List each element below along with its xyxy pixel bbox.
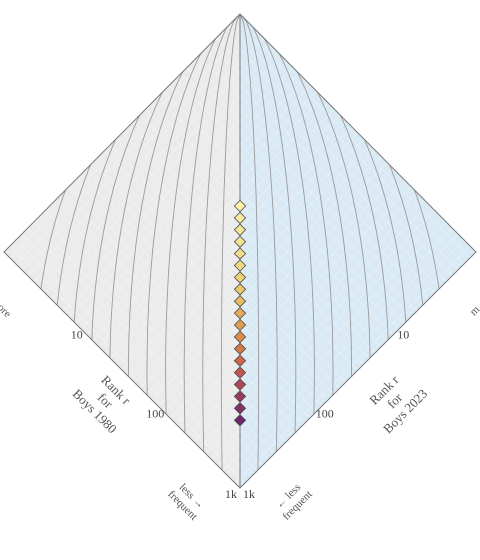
right-half-background: [240, 14, 476, 488]
rank-point: [233, 283, 247, 296]
left-more-frequent-text: ore: [0, 302, 13, 321]
left-tick-label-100: 100: [146, 406, 164, 420]
right-tick-label-100: 100: [316, 406, 334, 420]
rank-point: [233, 295, 247, 308]
rank-point: [233, 402, 247, 415]
rank-point: [233, 199, 247, 213]
grid-line: [27, 228, 264, 467]
contour-line: [240, 14, 278, 488]
rank-point: [233, 354, 247, 367]
contour-line: [240, 14, 297, 488]
grid-line: [145, 156, 382, 395]
rank-point: [233, 223, 247, 236]
grid-line: [33, 222, 270, 461]
rank-point: [233, 390, 247, 403]
grid-line: [86, 168, 323, 407]
grid-line: [233, 245, 471, 485]
rank-point: [233, 235, 247, 248]
grid-line: [39, 216, 276, 455]
rank-point: [233, 342, 247, 355]
right-tick-label-1k: 1k: [243, 487, 255, 501]
grid-line: [174, 186, 412, 425]
contour-line: [165, 14, 240, 488]
rank-point: [233, 378, 247, 391]
grid-line: [169, 180, 406, 419]
contour-line: [220, 14, 240, 488]
grid-line: [133, 144, 370, 384]
contour-line: [183, 14, 240, 488]
rank-point: [233, 306, 247, 320]
grid-line: [9, 245, 247, 485]
right-axis-title: Rank r for Boys 2023: [366, 372, 430, 436]
grid-line: [110, 144, 347, 384]
grid-line: [127, 138, 365, 378]
left-tick-label-10: 10: [71, 328, 83, 342]
grid-line: [204, 216, 441, 455]
grid-line: [216, 228, 453, 467]
rank-point: [233, 271, 247, 284]
grid-line: [228, 239, 465, 479]
left-tick-label-1k: 1k: [225, 487, 237, 501]
contour-line: [240, 14, 260, 488]
right-more-frequent-label: m: [468, 303, 480, 318]
rank-point: [233, 414, 247, 427]
grid-line: [51, 204, 288, 443]
rank-points: [233, 199, 247, 427]
grid-line: [74, 180, 311, 419]
right-tick-label-10: 10: [397, 328, 409, 342]
grid-line: [151, 162, 388, 401]
left-more-frequent-label: ore: [0, 302, 13, 321]
grid-line: [56, 198, 294, 437]
grid-line: [157, 168, 394, 407]
contour-line: [240, 14, 315, 488]
rank-point: [233, 259, 247, 272]
grid-line: [210, 222, 447, 461]
right-less-frequent-label: ← less frequent: [273, 481, 314, 522]
grid-line: [180, 192, 418, 431]
rank-point: [233, 318, 247, 332]
grid-line: [192, 204, 429, 443]
grid-line: [98, 156, 335, 395]
rank-point: [233, 247, 247, 260]
left-half-background: [4, 14, 240, 488]
right-more-frequent-text: m: [468, 303, 480, 318]
grid-line: [62, 192, 300, 431]
rank-point: [233, 366, 247, 379]
grid-line: [115, 138, 353, 378]
grid-line: [68, 186, 306, 425]
grid-line: [92, 162, 329, 401]
fine-grid: [9, 19, 471, 485]
grid-line: [186, 198, 424, 437]
grid-line: [15, 239, 252, 479]
left-less-frequent-label: less → frequent: [165, 481, 206, 522]
rank-point: [233, 211, 247, 225]
rank-point: [233, 330, 247, 344]
contour-line: [202, 14, 240, 488]
